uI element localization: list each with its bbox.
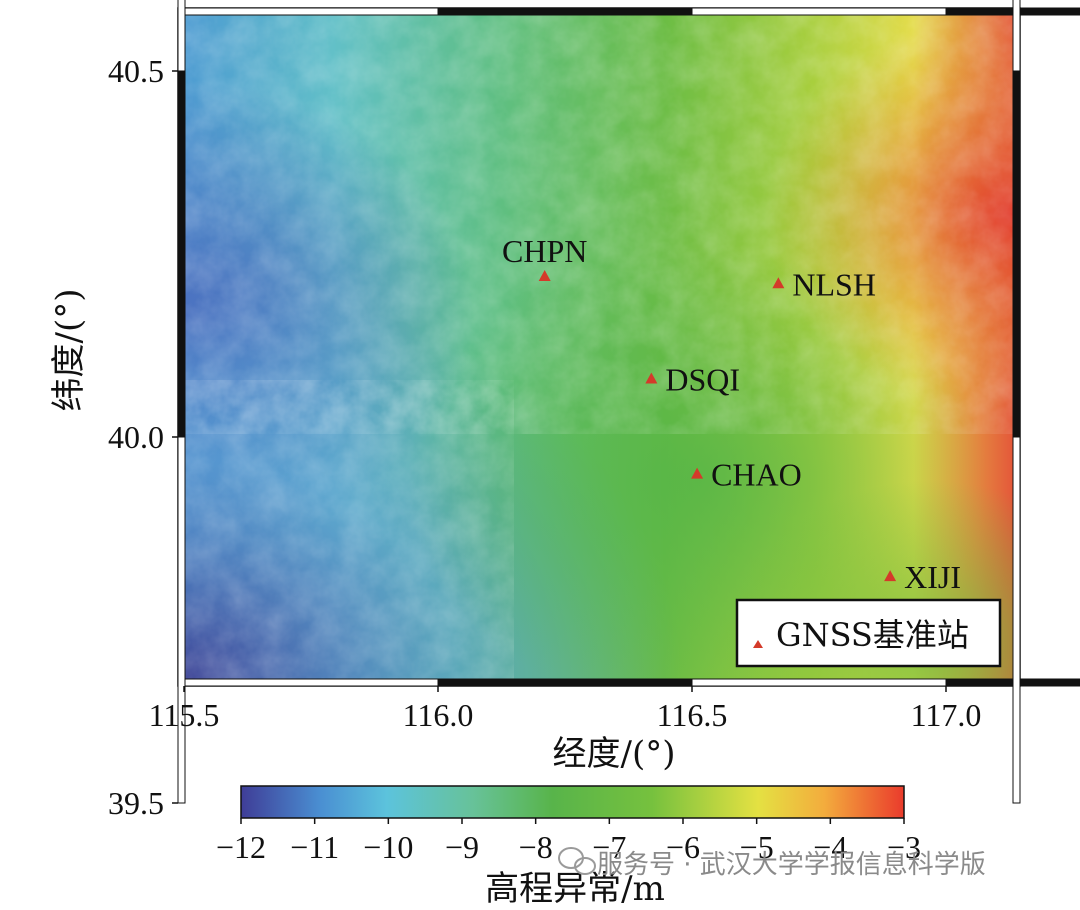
station-triangle-icon: [884, 570, 897, 582]
frame-bar-left: [177, 70, 186, 438]
station-xiji: XIJI: [884, 559, 961, 595]
station-chpn: CHPN: [502, 233, 587, 281]
colorbar-tick-label: −5: [740, 829, 774, 865]
station-triangle-icon: [538, 269, 551, 281]
x-tick-label: 116.5: [657, 697, 728, 733]
legend-label: GNSS基准站: [776, 616, 969, 654]
legend-box: [735, 598, 1002, 668]
watermark-text: 服务号 · 武汉大学学报信息科学版: [597, 850, 986, 880]
terrain-relief: [184, 14, 1013, 680]
station-nlsh: NLSH: [772, 266, 876, 302]
colorbar-tick-label: −10: [363, 829, 413, 865]
frame-bar-bottom: [691, 678, 947, 687]
station-label: CHAO: [711, 457, 802, 493]
x-tick-label: 115.5: [149, 697, 220, 733]
frame-bar-bottom: [437, 678, 693, 687]
frame-bar-bottom: [183, 678, 439, 687]
station-triangle-icon: [772, 277, 785, 289]
station-label: NLSH: [792, 266, 876, 302]
frame-bar-right: [1012, 436, 1021, 804]
colorbar: −12 −11 −10 −9 −8 −7 −6 −5 −4 −3 高程异常/m: [216, 785, 921, 909]
station-chao: CHAO: [691, 457, 802, 493]
station-triangle-icon: [645, 372, 658, 384]
map-legend: GNSS基准站: [735, 598, 1002, 668]
y-tick-label: 40.5: [108, 53, 164, 89]
station-label: XIJI: [904, 559, 961, 595]
colorbar-tick-label: −11: [290, 829, 339, 865]
x-tick-label: 117.0: [911, 697, 982, 733]
frame-bar-left: [177, 436, 186, 804]
station-triangle-icon: [691, 467, 704, 479]
colorbar-tick-label: −4: [813, 829, 847, 865]
colorbar-tick-label: −3: [887, 829, 921, 865]
map-raster: [184, 14, 1013, 680]
y-axis-ticks: 41.040.540.039.5: [108, 53, 178, 821]
frame-bar-left: [177, 0, 186, 72]
colorbar-tick-label: −12: [216, 829, 266, 865]
y-tick-label: 39.5: [108, 785, 164, 821]
colorbar-tick-label: −6: [666, 829, 700, 865]
colorbar-title: 高程异常/m: [485, 869, 665, 909]
frame-bar-right: [1012, 0, 1021, 72]
frame-bar-top: [691, 7, 947, 16]
x-tick-label: 116.0: [403, 697, 474, 733]
frame-bar-right: [1012, 70, 1021, 438]
y-axis-title: 纬度/(°): [49, 289, 89, 412]
frame-ticks: [177, 0, 1080, 804]
watermark: 服务号 · 武汉大学学报信息科学版: [558, 847, 986, 880]
colorbar-gradient: [240, 785, 905, 819]
station-dsqi: DSQI: [645, 361, 740, 397]
legend-station-icon: [753, 640, 763, 648]
colorbar-tick-label: −7: [592, 829, 626, 865]
frame-bar-top: [437, 7, 693, 16]
station-label: DSQI: [665, 361, 740, 397]
colorbar-tick-label: −9: [445, 829, 479, 865]
frame-bar-top: [183, 7, 439, 16]
colorbar-ticks: −12 −11 −10 −9 −8 −7 −6 −5 −4 −3: [216, 818, 921, 865]
station-markers: CHPN NLSH DSQI CHAO XIJI: [502, 233, 961, 595]
x-axis-title: 经度/(°): [553, 734, 676, 774]
colorbar-tick-label: −8: [519, 829, 553, 865]
y-tick-label: 40.0: [108, 419, 164, 455]
station-label: CHPN: [502, 233, 587, 269]
wechat-icon: [558, 847, 596, 875]
